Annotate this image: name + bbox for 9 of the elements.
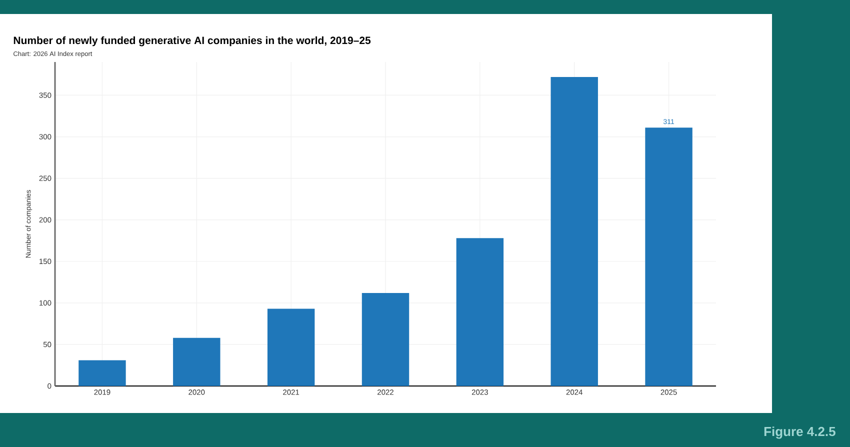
bar <box>173 338 220 386</box>
bar <box>267 308 315 386</box>
bar <box>362 292 410 386</box>
bar <box>645 128 692 386</box>
bar <box>550 76 598 386</box>
bar <box>78 360 126 386</box>
caption: Figure 4.2.5 <box>764 426 836 439</box>
chart-title: Number of newly funded generative AI companies in the world, 2019–25 <box>14 36 371 46</box>
bar <box>456 238 504 386</box>
